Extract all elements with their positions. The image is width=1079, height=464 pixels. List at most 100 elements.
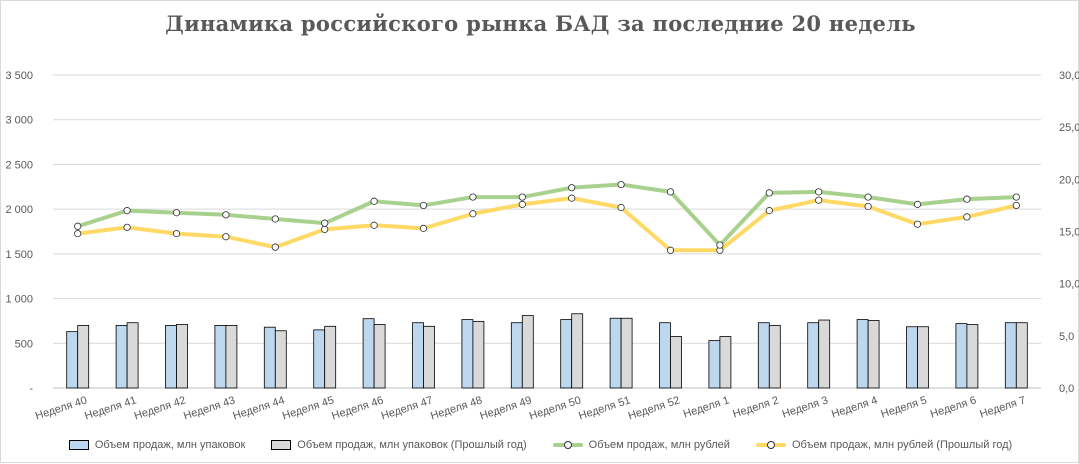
bar-packages: [165, 324, 177, 389]
bar-packages: [263, 326, 276, 389]
y-left-tick-label: 3 000: [5, 115, 33, 127]
bar-packages: [1004, 322, 1017, 389]
point-rubles: [864, 193, 872, 201]
y-right-tick-label: 5,0: [1059, 331, 1074, 343]
legend: Объем продаж, млн упаковок Объем продаж, …: [1, 435, 1079, 455]
x-category-label: Неделя 1: [682, 394, 731, 420]
bar-packages: [708, 340, 721, 389]
y-left-tick-label: 3 500: [5, 70, 33, 82]
x-category-label: Неделя 41: [83, 394, 138, 422]
point-rubles-prev-year: [222, 233, 230, 241]
bar-packages: [66, 331, 79, 389]
bar-packages-prev-year: [966, 324, 979, 389]
legend-label: Объем продаж, млн рублей: [588, 439, 730, 451]
y-left-tick-label: 2 000: [5, 204, 33, 216]
point-rubles: [913, 200, 922, 208]
bar-packages-prev-year: [126, 322, 139, 389]
point-rubles: [617, 180, 625, 189]
bar-packages-prev-year: [225, 324, 238, 389]
legend-label: Объем продаж, млн упаковок (Прошлый год): [297, 439, 527, 451]
y-right-tick-label: 0,0: [1059, 383, 1074, 395]
bar-packages-prev-year: [571, 313, 584, 389]
point-rubles-prev-year: [123, 223, 131, 231]
point-rubles: [716, 241, 724, 249]
point-rubles-prev-year: [74, 229, 82, 238]
bar-packages-prev-year: [423, 325, 435, 389]
x-category-label: Неделя 5: [879, 394, 928, 420]
bar-packages-prev-year: [719, 336, 732, 389]
x-category-label: Неделя 47: [380, 394, 435, 422]
point-rubles: [123, 207, 131, 215]
bar-packages: [856, 319, 869, 389]
x-category-label: Неделя 45: [281, 394, 336, 422]
point-rubles-prev-year: [1012, 201, 1020, 210]
y-left-tick-label: 500: [15, 338, 33, 350]
x-category-label: Неделя 2: [731, 394, 780, 420]
bar-packages-prev-year: [274, 330, 287, 389]
point-rubles: [271, 215, 279, 223]
point-rubles: [74, 222, 82, 230]
point-rubles: [1012, 193, 1020, 201]
point-rubles: [172, 209, 181, 217]
bar-packages-prev-year: [472, 320, 485, 389]
bar-packages-prev-year: [620, 317, 633, 389]
legend-line-swatch: [755, 440, 786, 450]
bar-packages: [412, 322, 424, 389]
point-rubles-prev-year: [765, 207, 773, 215]
point-rubles-prev-year: [666, 246, 675, 254]
legend-bar-swatch: [68, 440, 89, 450]
x-category-label: Неделя 40: [34, 394, 89, 422]
bar-packages-prev-year: [176, 324, 188, 389]
bar-packages: [362, 318, 375, 389]
y-left-tick-label: 2 500: [5, 159, 33, 171]
line-rubles-prev-year: [75, 196, 1019, 253]
x-category-label: Неделя 52: [627, 394, 682, 422]
point-rubles: [518, 193, 526, 201]
y-right-tick-label: 30,0: [1059, 70, 1079, 82]
point-rubles: [419, 201, 428, 210]
bar-packages: [609, 317, 622, 389]
x-category-label: Неделя 46: [330, 394, 385, 422]
point-rubles: [321, 219, 329, 227]
bar-packages-prev-year: [77, 324, 90, 389]
point-rubles-prev-year: [321, 225, 329, 234]
legend-item: Объем продаж, млн упаковок: [68, 439, 245, 451]
point-rubles-prev-year: [469, 210, 477, 218]
legend-item: Объем продаж, млн рублей (Прошлый год): [755, 439, 1013, 451]
point-rubles: [963, 195, 971, 203]
bar-packages: [313, 329, 326, 389]
bar-packages-prev-year: [1015, 322, 1028, 389]
point-rubles: [765, 189, 773, 197]
bar-packages-prev-year: [768, 324, 781, 389]
point-rubles-prev-year: [370, 221, 378, 229]
bar-packages-prev-year: [324, 325, 337, 389]
x-category-label: Неделя 50: [528, 394, 583, 422]
bar-packages: [115, 324, 128, 389]
point-rubles: [222, 211, 230, 219]
point-rubles-prev-year: [815, 196, 823, 204]
bar-packages: [560, 319, 573, 389]
point-rubles-prev-year: [913, 220, 922, 228]
point-rubles-prev-year: [419, 224, 428, 232]
x-category-label: Неделя 49: [478, 394, 533, 422]
bar-packages: [807, 322, 820, 389]
legend-label: Объем продаж, млн рублей (Прошлый год): [791, 439, 1013, 451]
y-right-tick-label: 10,0: [1059, 279, 1079, 291]
y-right-tick-label: 15,0: [1059, 227, 1079, 239]
bar-packages-prev-year: [521, 315, 534, 389]
bar-packages-prev-year: [373, 324, 386, 389]
bar-packages-prev-year: [818, 319, 831, 389]
point-rubles: [568, 184, 576, 192]
point-rubles-prev-year: [271, 243, 279, 251]
legend-item: Объем продаж, млн упаковок (Прошлый год): [271, 439, 527, 451]
y-right-tick-label: 20,0: [1059, 174, 1079, 186]
line-rubles: [75, 182, 1019, 248]
point-rubles-prev-year: [172, 229, 181, 238]
bar-packages: [906, 326, 918, 389]
y-left-tick-label: -: [29, 383, 33, 395]
bar-packages: [955, 323, 968, 389]
point-rubles: [469, 193, 477, 201]
bar-packages-prev-year: [670, 336, 682, 389]
